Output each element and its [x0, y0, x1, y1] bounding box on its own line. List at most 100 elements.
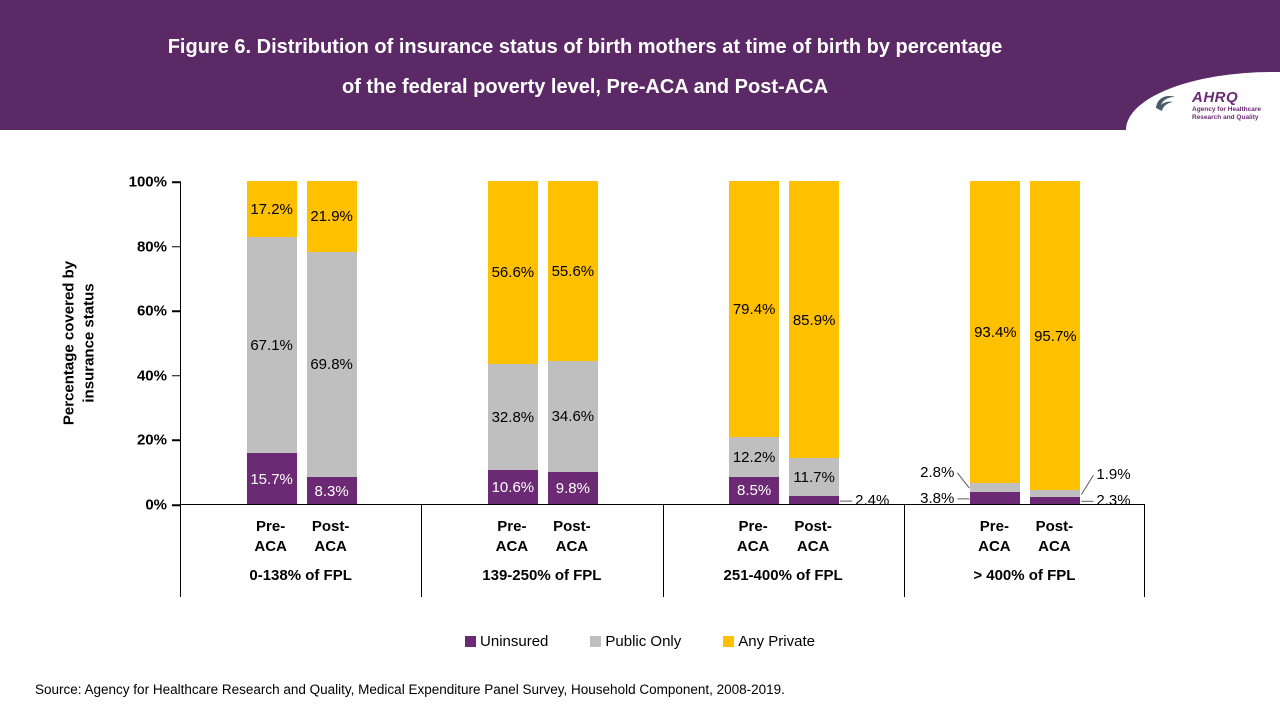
ahrq-logo-text: AHRQ — [1192, 88, 1239, 106]
bar-segment-uninsured — [246, 453, 297, 504]
category-divider — [662, 505, 664, 597]
bar-label-line: Post- — [553, 518, 591, 535]
y-axis-title-line2: insurance status — [80, 283, 97, 403]
legend-swatch — [465, 636, 477, 647]
data-label: 79.4% — [732, 300, 776, 318]
bar-label-line: Post- — [794, 518, 832, 535]
chart: Percentage covered by insurance status 0… — [61, 174, 1145, 597]
bar-segment-public-only — [487, 363, 538, 470]
leader-line — [1080, 475, 1094, 495]
bar-label-line: Pre- — [497, 518, 527, 535]
bar-label-line: ACA — [736, 537, 770, 555]
bar-segment-public-only — [729, 437, 780, 477]
legend-item: Any Private — [723, 633, 815, 650]
bar-segment-uninsured — [789, 496, 840, 504]
leader-line — [956, 472, 970, 489]
data-label: 56.6% — [491, 264, 535, 282]
data-label: 2.3% — [1096, 492, 1131, 510]
source-note: Source: Agency for Healthcare Research a… — [35, 682, 785, 697]
group-label: 139-250% of FPL — [482, 567, 602, 584]
bar-label-line: ACA — [495, 537, 529, 555]
bar-label: Post- ACA — [296, 517, 366, 556]
bar-label-line: ACA — [314, 537, 347, 555]
bar-label-line: Post- — [311, 518, 350, 535]
bar-label-line: ACA — [796, 537, 830, 555]
group-label: > 400% of FPL — [973, 567, 1076, 584]
legend: Uninsured Public Only Any Private — [0, 633, 1280, 650]
y-tick-label: 80% — [136, 238, 167, 256]
group-label: 0-138% of FPL — [249, 567, 352, 584]
data-label: 15.7% — [250, 470, 293, 488]
bar-segment-uninsured — [547, 472, 598, 504]
data-label: 67.1% — [250, 336, 293, 354]
bar-segment-public-only — [547, 360, 598, 473]
bar-segment-any-private — [729, 180, 780, 438]
y-tick-mark — [172, 504, 181, 506]
bar-segment-any-private — [547, 181, 598, 361]
y-tick-mark — [172, 375, 181, 377]
bar-segment-public-only — [789, 458, 840, 497]
data-label: 3.8% — [920, 489, 955, 507]
data-label: 10.6% — [491, 478, 535, 496]
bar-segment-uninsured — [1030, 496, 1081, 504]
figure-title-line1: Figure 6. Distribution of insurance stat… — [167, 36, 1003, 58]
bar-label: Pre- ACA — [959, 517, 1029, 556]
data-label: 1.9% — [1096, 466, 1131, 484]
data-label: 11.7% — [793, 469, 835, 487]
data-label: 34.6% — [551, 408, 595, 426]
bar-segment-any-private — [487, 181, 538, 364]
y-tick-label: 20% — [136, 431, 167, 449]
y-tick-label: 40% — [136, 367, 167, 385]
figure-title: Figure 6. Distribution of insurance stat… — [0, 0, 1170, 107]
x-axis-labels: Pre- ACA Post- ACA 0-138% of FPL Pre- ACA Post-… — [180, 505, 1145, 597]
y-tick-mark — [172, 439, 181, 442]
category-divider — [903, 505, 905, 597]
data-label: 21.9% — [310, 208, 353, 226]
plot-area: Percentage covered by insurance status 0… — [61, 174, 1145, 514]
legend-swatch — [590, 636, 602, 647]
header-banner: Figure 6. Distribution of insurance stat… — [0, 0, 1280, 130]
legend-item: Public Only — [590, 633, 681, 650]
bar-label: Pre- ACA — [477, 517, 547, 556]
bar-segment-any-private — [970, 181, 1021, 483]
y-tick-label: 100% — [128, 173, 167, 191]
data-label: 17.2% — [250, 200, 293, 218]
bar-segment-uninsured — [970, 491, 1021, 504]
bar-segment-uninsured — [487, 469, 538, 504]
category-divider — [421, 505, 423, 597]
bar-label: Post- ACA — [537, 517, 607, 556]
bar-segment-uninsured — [306, 477, 357, 504]
logo-corner: AHRQ Agency for Healthcare Research and … — [1126, 72, 1280, 130]
bar-label: Pre- ACA — [236, 517, 306, 556]
bar-label-line: ACA — [978, 537, 1011, 555]
data-label: 69.8% — [310, 356, 353, 374]
bar-label-line: Pre- — [738, 518, 768, 535]
hhs-eagle-icon — [1150, 88, 1180, 123]
data-label: 9.8% — [555, 480, 590, 498]
bar-segment-public-only — [970, 482, 1021, 492]
bar-segment-public-only — [1030, 490, 1081, 497]
group-label: 251-400% of FPL — [723, 567, 843, 584]
y-tick-mark — [172, 245, 181, 248]
bar-label-line: ACA — [1038, 537, 1071, 555]
data-label: 12.2% — [732, 448, 776, 466]
data-label: 93.4% — [974, 323, 1017, 341]
legend-label: Public Only — [605, 633, 682, 650]
bar-segment-public-only — [246, 236, 297, 454]
y-tick-mark — [172, 181, 181, 183]
y-tick-label: 0% — [145, 496, 167, 514]
legend-swatch — [723, 636, 735, 647]
y-tick-mark — [172, 310, 181, 312]
data-label: 32.8% — [491, 408, 535, 426]
figure-title-line2: of the federal poverty level, Pre-ACA an… — [341, 76, 829, 98]
bar-segment-any-private — [789, 181, 840, 459]
legend-label: Uninsured — [480, 633, 549, 650]
y-axis-title-line1: Percentage covered by — [60, 260, 78, 426]
bar-label-line: Post- — [1035, 518, 1074, 535]
data-label: 2.4% — [855, 492, 890, 510]
legend-label: Any Private — [738, 633, 815, 650]
bar-segment-uninsured — [729, 476, 780, 504]
data-label: 55.6% — [551, 262, 595, 280]
category-divider — [1144, 505, 1145, 597]
legend-item: Uninsured — [465, 633, 548, 650]
